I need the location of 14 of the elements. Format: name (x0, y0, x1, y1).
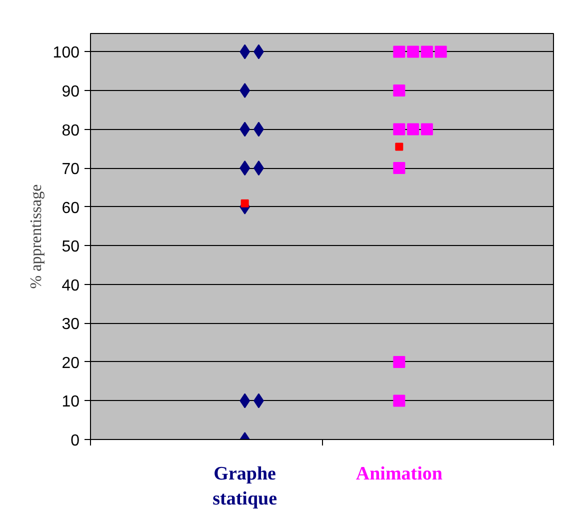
y-axis-title: % apprentissage (28, 184, 45, 289)
x-tick-label: Animation (356, 464, 443, 484)
y-tick-label: 0 (70, 432, 80, 450)
y-tick-label: 30 (62, 316, 80, 334)
y-tick-label: 80 (62, 122, 80, 140)
y-tick-label: 10 (62, 394, 80, 411)
y-tick-label: 20 (62, 354, 80, 372)
y-tick-label: 90 (62, 84, 80, 101)
y-tick-label: 40 (62, 277, 80, 294)
y-tick-label: 50 (62, 238, 80, 256)
y-tick-label: 70 (62, 161, 80, 178)
x-tick-label: Graphe statique (212, 464, 278, 510)
y-tick-label: 60 (62, 200, 80, 217)
y-tick-label: 100 (52, 44, 80, 62)
